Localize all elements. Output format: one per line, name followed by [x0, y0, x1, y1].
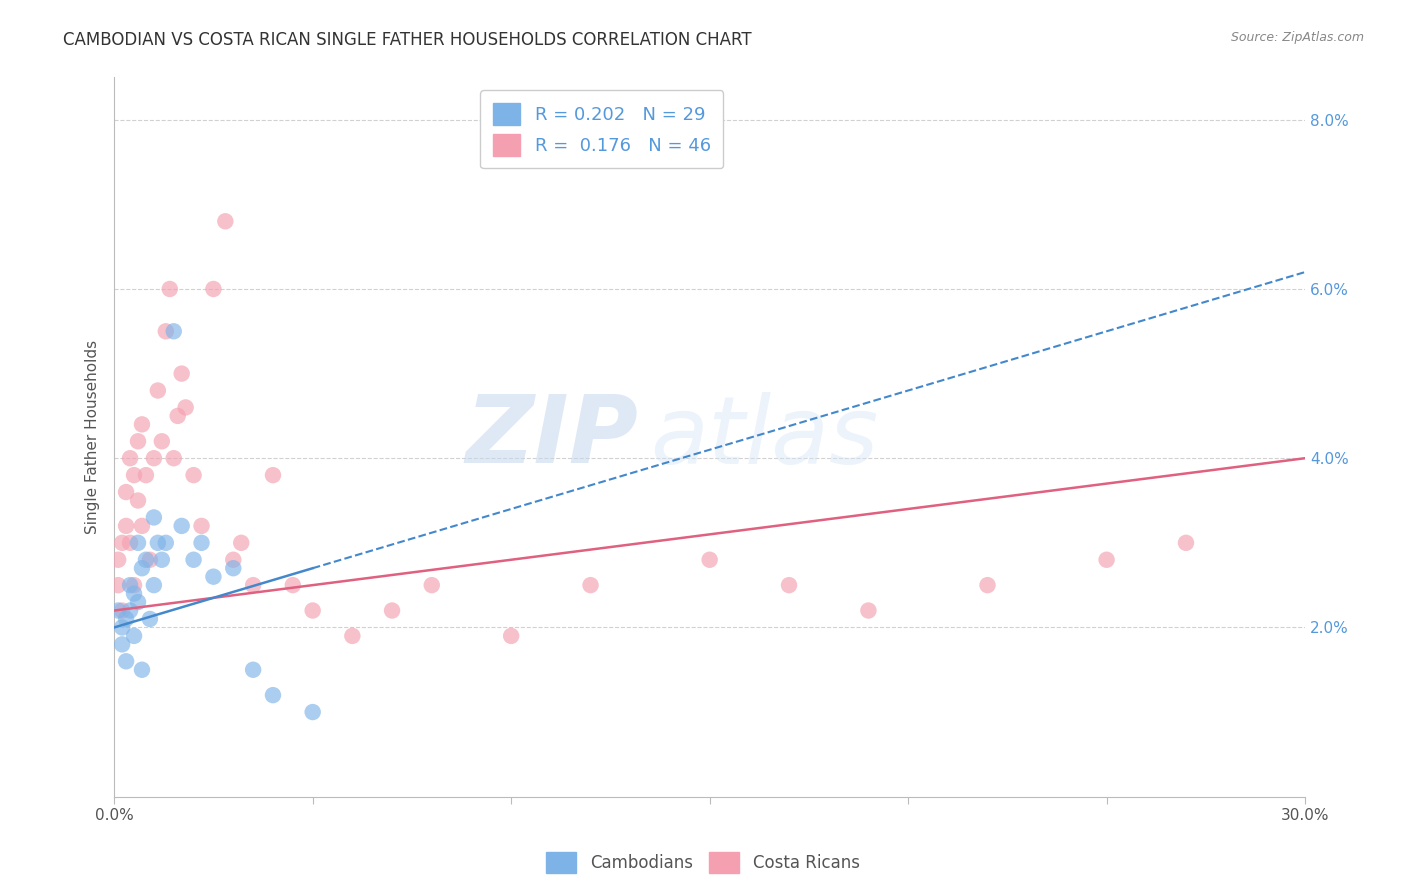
Point	[170, 519, 193, 533]
Point	[122, 468, 145, 483]
Legend: Cambodians, Costa Ricans: Cambodians, Costa Ricans	[540, 846, 866, 880]
Point	[115, 485, 138, 500]
Point	[222, 553, 245, 567]
Point	[190, 519, 212, 533]
Text: ZIP: ZIP	[465, 391, 638, 483]
Text: Source: ZipAtlas.com: Source: ZipAtlas.com	[1230, 31, 1364, 45]
Point	[120, 451, 142, 466]
Text: CAMBODIAN VS COSTA RICAN SINGLE FATHER HOUSEHOLDS CORRELATION CHART: CAMBODIAN VS COSTA RICAN SINGLE FATHER H…	[63, 31, 752, 49]
Point	[301, 603, 323, 617]
Point	[122, 586, 145, 600]
Point	[778, 578, 800, 592]
Point	[1095, 553, 1118, 567]
Point	[111, 603, 134, 617]
Point	[131, 561, 153, 575]
Point	[381, 603, 404, 617]
Point	[159, 282, 181, 296]
Point	[120, 603, 142, 617]
Point	[122, 629, 145, 643]
Point	[163, 451, 186, 466]
Point	[281, 578, 304, 592]
Point	[242, 663, 264, 677]
Point	[111, 536, 134, 550]
Point	[115, 654, 138, 668]
Point	[111, 620, 134, 634]
Point	[155, 324, 177, 338]
Point	[214, 214, 236, 228]
Point	[122, 578, 145, 592]
Point	[190, 536, 212, 550]
Point	[202, 569, 225, 583]
Point	[342, 629, 364, 643]
Point	[127, 595, 149, 609]
Point	[262, 468, 284, 483]
Point	[1175, 536, 1198, 550]
Point	[242, 578, 264, 592]
Point	[131, 417, 153, 432]
Point	[120, 578, 142, 592]
Point	[579, 578, 602, 592]
Point	[231, 536, 253, 550]
Point	[107, 578, 129, 592]
Point	[150, 553, 173, 567]
Point	[420, 578, 443, 592]
Point	[115, 612, 138, 626]
Legend: R = 0.202   N = 29, R =  0.176   N = 46: R = 0.202 N = 29, R = 0.176 N = 46	[481, 90, 724, 169]
Point	[202, 282, 225, 296]
Point	[166, 409, 188, 423]
Point	[174, 401, 197, 415]
Point	[127, 493, 149, 508]
Point	[699, 553, 721, 567]
Point	[183, 468, 205, 483]
Point	[183, 553, 205, 567]
Point	[301, 705, 323, 719]
Point	[146, 536, 169, 550]
Point	[115, 519, 138, 533]
Point	[501, 629, 523, 643]
Point	[142, 510, 165, 524]
Point	[142, 578, 165, 592]
Text: atlas: atlas	[650, 392, 879, 483]
Point	[150, 434, 173, 449]
Point	[135, 468, 157, 483]
Point	[107, 553, 129, 567]
Point	[139, 553, 162, 567]
Point	[155, 536, 177, 550]
Point	[111, 637, 134, 651]
Point	[131, 519, 153, 533]
Point	[127, 434, 149, 449]
Point	[127, 536, 149, 550]
Point	[146, 384, 169, 398]
Point	[107, 603, 129, 617]
Point	[142, 451, 165, 466]
Point	[131, 663, 153, 677]
Point	[170, 367, 193, 381]
Point	[222, 561, 245, 575]
Y-axis label: Single Father Households: Single Father Households	[86, 340, 100, 534]
Point	[120, 536, 142, 550]
Point	[135, 553, 157, 567]
Point	[163, 324, 186, 338]
Point	[976, 578, 998, 592]
Point	[262, 688, 284, 702]
Point	[858, 603, 880, 617]
Point	[139, 612, 162, 626]
